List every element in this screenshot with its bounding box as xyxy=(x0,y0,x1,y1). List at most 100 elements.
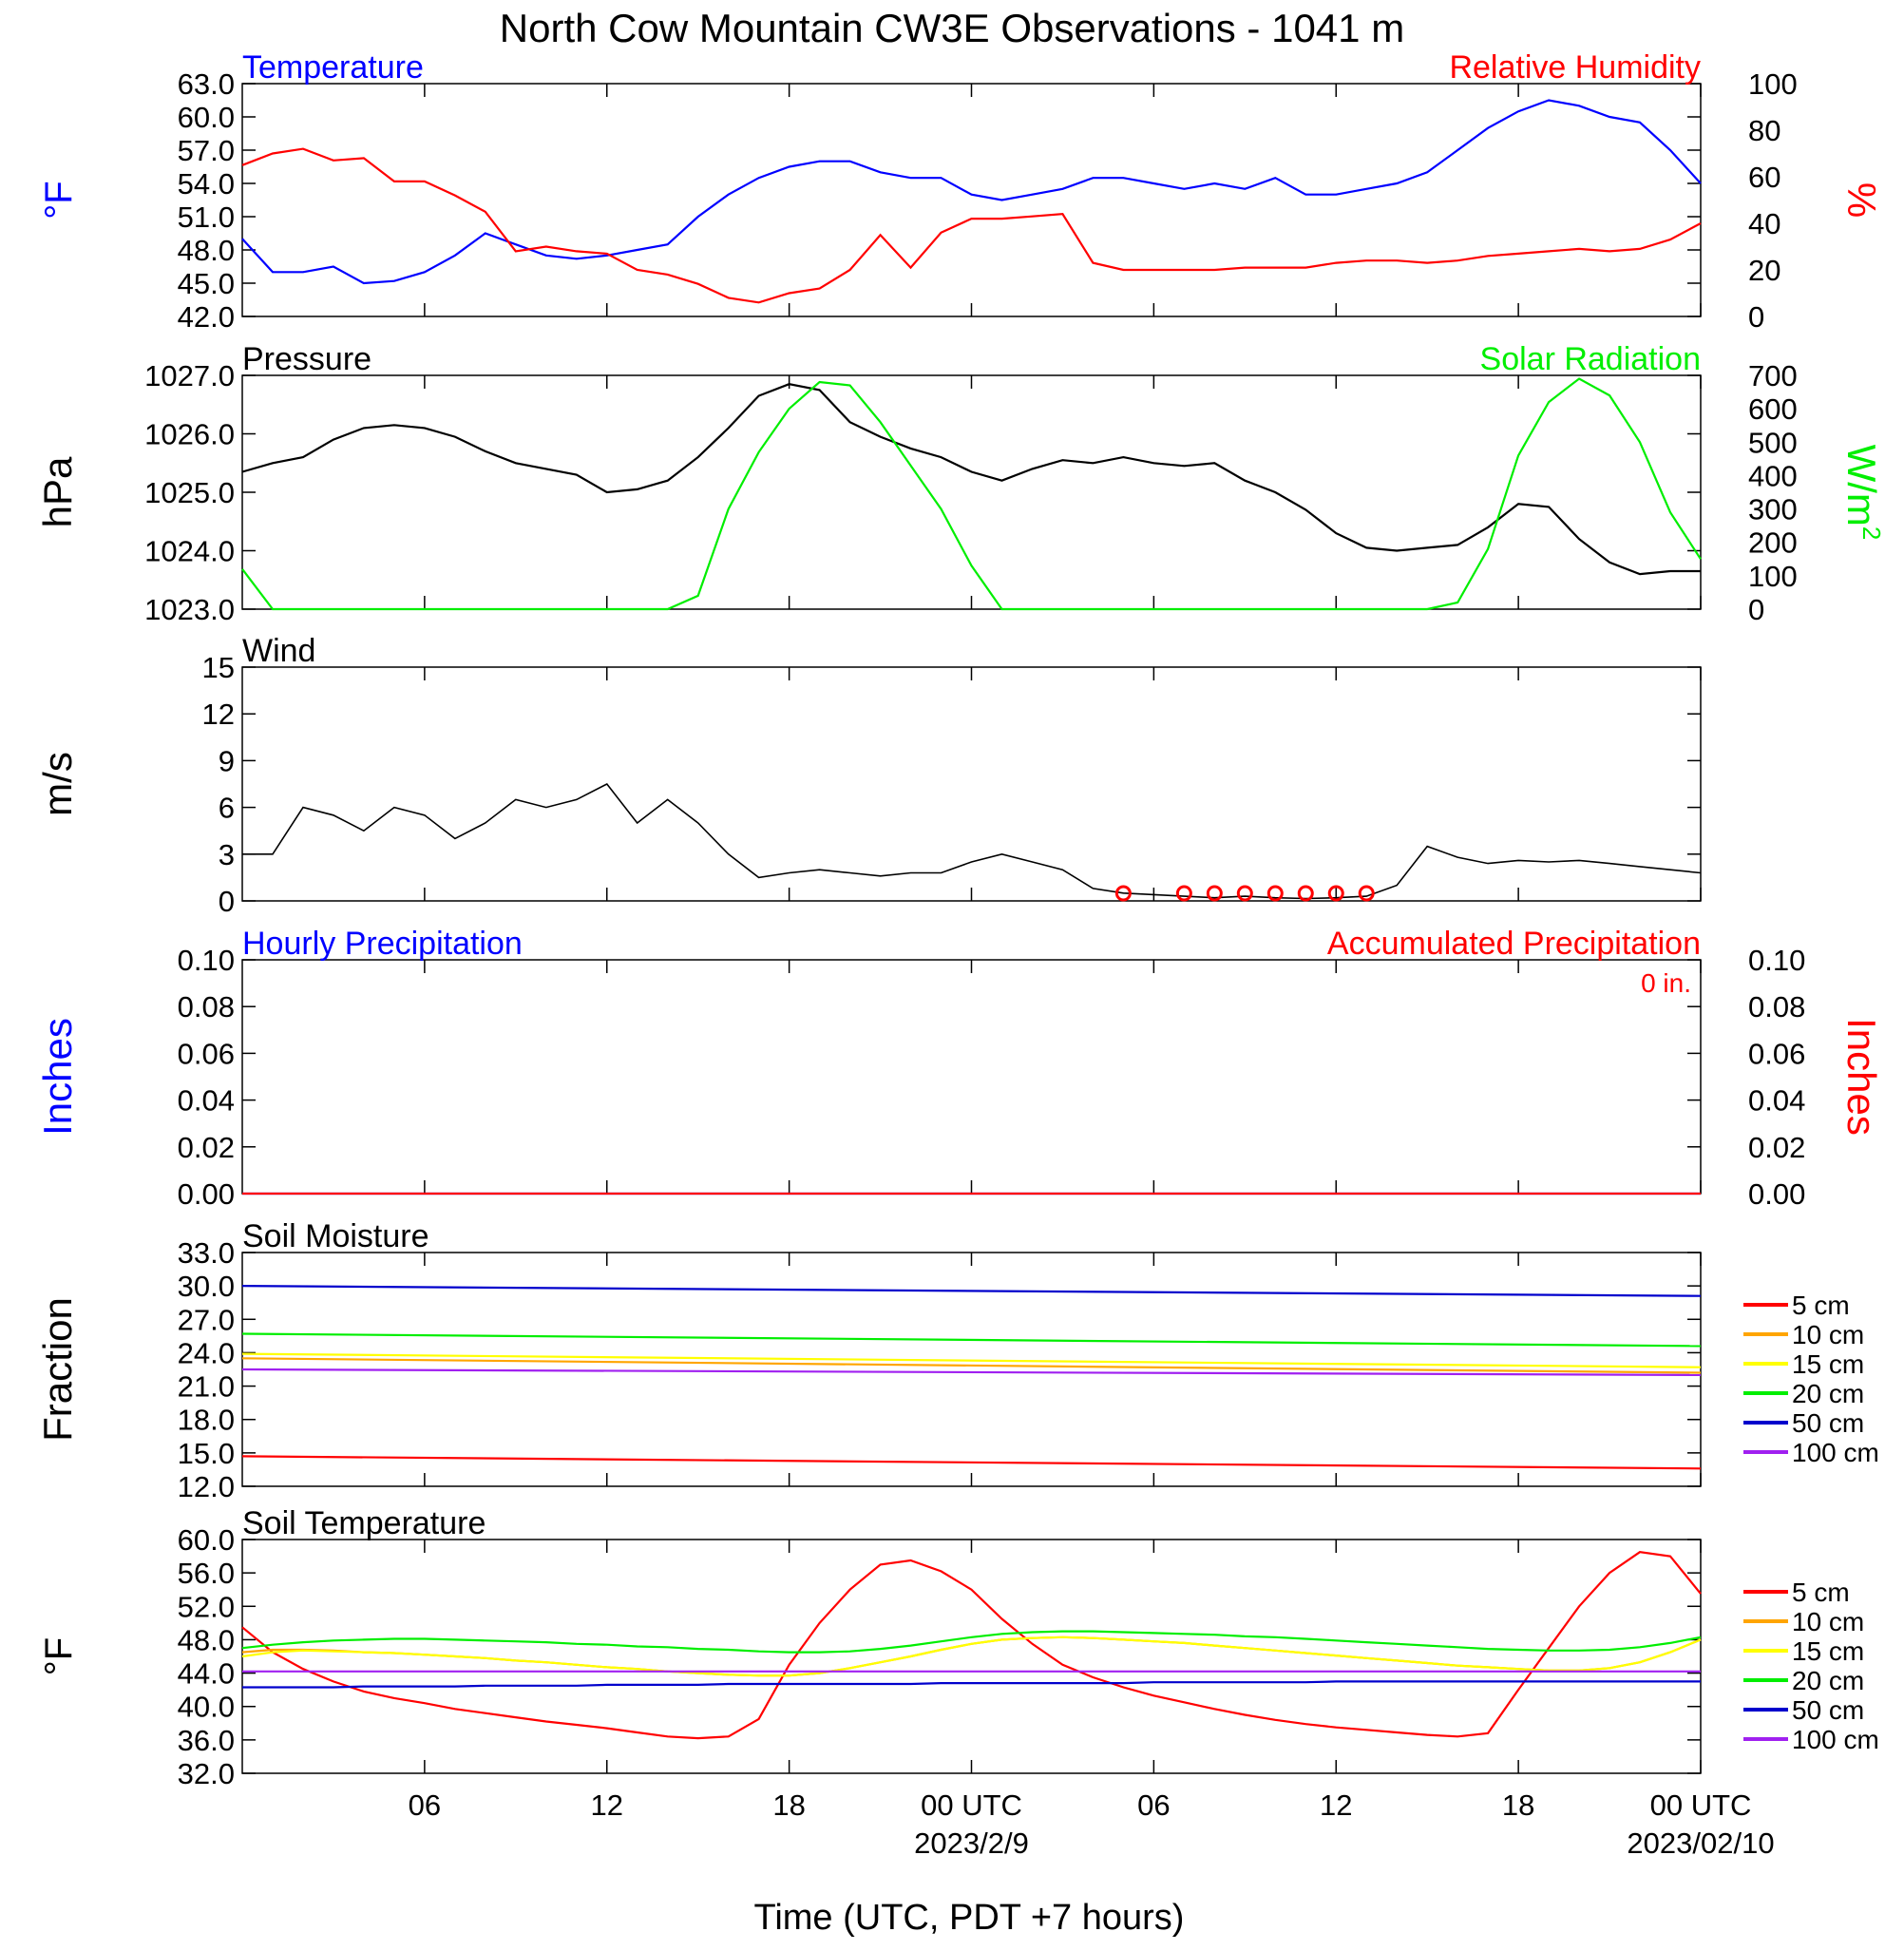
x-tick-label: 12 xyxy=(591,1788,623,1822)
y-tick-label: 3 xyxy=(219,838,235,871)
legend-label: 100 cm xyxy=(1792,1438,1879,1467)
y-axis-label: Inches xyxy=(35,1018,80,1136)
y2-tick-label: 20 xyxy=(1748,254,1780,287)
y-tick-label: 21.0 xyxy=(178,1370,235,1404)
y-tick-label: 15 xyxy=(202,651,235,684)
y-tick-label: 44.0 xyxy=(178,1657,235,1691)
y2-tick-label: 600 xyxy=(1748,392,1798,426)
panel-1: 63.060.057.054.051.048.045.042.0 100 80 60 4… xyxy=(38,49,1884,334)
y2-tick-label: 500 xyxy=(1748,426,1798,459)
y-tick-label: 45.0 xyxy=(178,267,235,300)
x-tick-label: 00 UTC xyxy=(921,1788,1022,1822)
legend-label: 10 cm xyxy=(1792,1607,1864,1636)
y-tick-label: 48.0 xyxy=(178,234,235,267)
calm-wind-marker xyxy=(1236,885,1253,902)
series-line-5-cm xyxy=(241,1551,1702,1740)
series-line-20-cm xyxy=(241,1332,1702,1348)
y-tick-label: 0 xyxy=(219,885,235,918)
y-tick-label: 0.10 xyxy=(178,944,235,977)
y-tick-label: 36.0 xyxy=(178,1724,235,1757)
y-axis-label: hPa xyxy=(35,456,80,527)
y2-tick-label: 200 xyxy=(1748,526,1798,560)
y-tick-label: 63.0 xyxy=(178,67,235,101)
x-axis-label: Time (UTC, PDT +7 hours) xyxy=(754,1898,1185,1938)
plot-frame xyxy=(241,959,1702,1195)
y2-tick-label: 100 xyxy=(1748,67,1798,101)
y-tick-label: 51.0 xyxy=(178,201,235,234)
annotation: 0 in. xyxy=(1641,968,1691,998)
legend-label: 5 cm xyxy=(1792,1291,1850,1320)
y-tick-label: 32.0 xyxy=(178,1757,235,1790)
y-tick-label: 0.02 xyxy=(178,1131,235,1164)
y2-axis-label: W/m2 xyxy=(1839,445,1886,541)
series-line-wind xyxy=(242,782,1702,900)
y-tick-label: 30.0 xyxy=(178,1270,235,1303)
y-tick-label: 54.0 xyxy=(178,167,235,201)
y-tick-label: 60.0 xyxy=(178,101,235,134)
y-tick-label: 1026.0 xyxy=(144,418,235,451)
y-tick-label: 40.0 xyxy=(178,1691,235,1724)
y2-tick-label: 0.02 xyxy=(1748,1131,1805,1164)
y2-tick-label: 700 xyxy=(1748,359,1798,392)
y-axis-label: Fraction xyxy=(35,1297,80,1442)
panel-2: 1027.0 1026.0 1025.0 1024.0 1023.0 7006005004… xyxy=(35,341,1886,626)
calm-wind-marker xyxy=(1297,885,1314,902)
y2-tick-label: 400 xyxy=(1748,459,1798,492)
panel-title-left: Wind xyxy=(242,633,315,669)
legend-label: 15 cm xyxy=(1792,1636,1864,1666)
calm-wind-marker xyxy=(1206,885,1223,902)
y-tick-label: 6 xyxy=(219,792,235,825)
y-tick-label: 0.08 xyxy=(178,990,235,1023)
panel-title-left: Soil Temperature xyxy=(242,1505,486,1541)
y2-axis-label-superscript: 2 xyxy=(1857,526,1886,540)
y-tick-label: 18.0 xyxy=(178,1404,235,1437)
x-tick-label: 06 xyxy=(409,1788,441,1822)
panel-3: 15 12 9 6 3 0 Wind m/s xyxy=(35,633,1702,918)
y2-tick-label: 300 xyxy=(1748,493,1798,526)
legend-label: 20 cm xyxy=(1792,1379,1864,1408)
series-line-5-cm xyxy=(241,1455,1702,1470)
y2-tick-label: 0 xyxy=(1748,300,1764,334)
y-tick-label: 56.0 xyxy=(178,1557,235,1590)
y2-tick-label: 40 xyxy=(1748,207,1780,240)
panel-title-left: Pressure xyxy=(242,341,371,377)
y-tick-label: 1027.0 xyxy=(144,359,235,392)
series-line-50-cm xyxy=(242,1680,1701,1689)
y2-axis-label: Inches xyxy=(1839,1018,1884,1136)
plot-frame xyxy=(241,374,1702,610)
series-line-15-cm xyxy=(241,1352,1702,1368)
y2-tick-label: 0.08 xyxy=(1748,990,1805,1023)
y-tick-label: 0.06 xyxy=(178,1037,235,1070)
y2-tick-label: 0.00 xyxy=(1748,1177,1805,1211)
series-line-solar-radiation xyxy=(241,377,1702,611)
y-tick-label: 48.0 xyxy=(178,1623,235,1656)
y-tick-label: 0.04 xyxy=(178,1084,235,1118)
y-tick-label: 24.0 xyxy=(178,1336,235,1369)
x-tick-label: 00 UTC xyxy=(1650,1788,1752,1822)
legend-label: 10 cm xyxy=(1792,1320,1864,1349)
series-line-temperature xyxy=(241,99,1702,285)
series-line-pressure xyxy=(241,383,1701,576)
y2-axis-label: % xyxy=(1839,182,1884,218)
calm-wind-marker xyxy=(1114,885,1132,902)
series-line-15-cm xyxy=(241,1635,1702,1677)
x-tick-label: 12 xyxy=(1320,1788,1352,1822)
y-tick-label: 60.0 xyxy=(178,1523,235,1557)
legend-label: 50 cm xyxy=(1792,1695,1864,1725)
series-line-20-cm xyxy=(241,1630,1702,1654)
y-axis-label: °F xyxy=(38,1637,80,1675)
y-axis-label: °F xyxy=(38,181,80,219)
panel-title-left: Temperature xyxy=(242,49,424,86)
legend-label: 50 cm xyxy=(1792,1408,1864,1438)
y-tick-label: 27.0 xyxy=(178,1303,235,1336)
calm-wind-marker xyxy=(1266,885,1284,902)
panel-title-left: Soil Moisture xyxy=(242,1218,429,1254)
plot-frame xyxy=(241,666,1702,902)
panel-6: 60.056.052.048.044.040.036.032.0 Soil Tem… xyxy=(38,1505,1879,1790)
series-line-10-cm xyxy=(241,1357,1702,1374)
y2-tick-label: 0 xyxy=(1748,593,1764,626)
y-tick-label: 57.0 xyxy=(178,134,235,167)
panel-title-right: Accumulated Precipitation xyxy=(1327,926,1701,962)
calm-wind-marker xyxy=(1358,885,1375,902)
